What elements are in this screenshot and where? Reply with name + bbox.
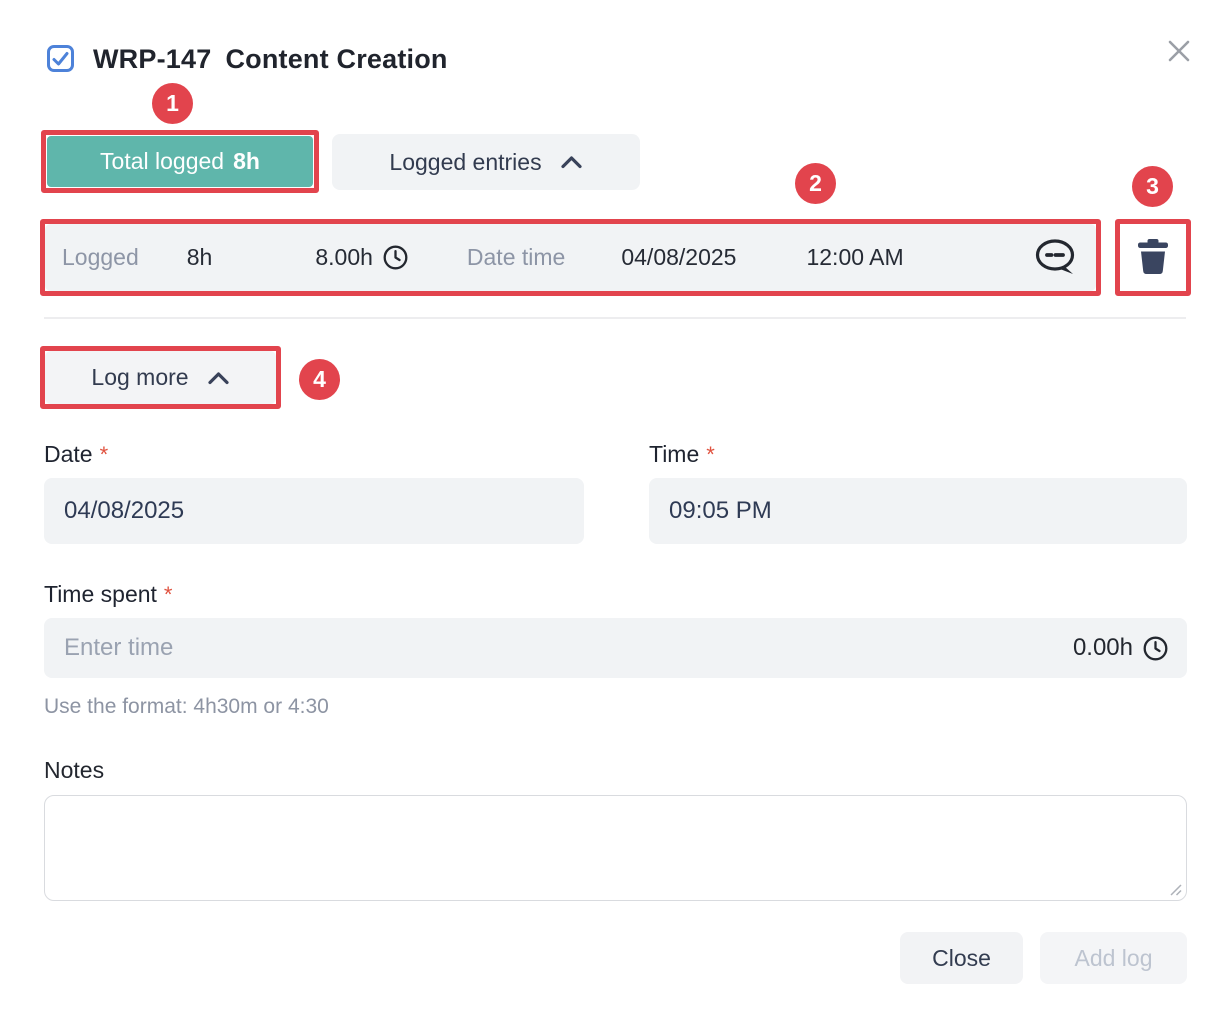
annotation-badge-4: 4 xyxy=(299,359,340,400)
logged-duration-short: 8h xyxy=(186,244,213,270)
logged-label: Logged xyxy=(62,244,139,270)
task-id: WRP-147 xyxy=(93,43,212,74)
delete-entry-button[interactable] xyxy=(1125,229,1181,285)
notes-field-wrap xyxy=(44,795,1187,901)
time-spent-computed-value: 0.00h xyxy=(1072,634,1133,661)
time-format-hint: Use the format: 4h30m or 4:30 xyxy=(44,695,329,718)
close-icon xyxy=(1168,40,1190,62)
clock-icon xyxy=(1143,636,1168,660)
annotation-badge-2: 2 xyxy=(795,163,836,204)
logged-entry-row: Logged 8h 8.00h Date time 04/08/2025 12:… xyxy=(45,224,1096,291)
total-logged-chip[interactable]: Total logged 8h xyxy=(47,136,313,187)
trash-icon xyxy=(1138,239,1168,274)
log-more-toggle[interactable]: Log more xyxy=(45,351,276,404)
time-label-text: Time xyxy=(649,441,700,467)
comment-icon xyxy=(1035,238,1075,274)
time-required-asterisk: * xyxy=(706,442,715,467)
date-input[interactable] xyxy=(44,478,584,544)
checkbox-checked-icon xyxy=(47,45,74,72)
modal-close-button[interactable] xyxy=(1156,28,1202,74)
logged-entry-date: 04/08/2025 xyxy=(621,244,737,270)
entry-comment-button[interactable] xyxy=(1032,236,1082,280)
date-time-label: Date time xyxy=(466,244,566,270)
chevron-up-icon xyxy=(560,156,582,169)
log-more-label: Log more xyxy=(91,364,189,390)
time-spent-field-label: Time spent * xyxy=(44,581,172,608)
time-spent-required-asterisk: * xyxy=(163,582,173,607)
time-spent-input[interactable] xyxy=(44,618,1073,678)
section-divider xyxy=(44,317,1186,319)
total-logged-label: Total logged xyxy=(100,148,225,174)
notes-field-label: Notes xyxy=(44,757,104,784)
annotation-badge-1: 1 xyxy=(152,83,193,124)
time-input[interactable] xyxy=(649,478,1187,544)
logged-entry-time: 12:00 AM xyxy=(806,244,904,270)
logged-duration-decimal: 8.00h xyxy=(315,244,409,271)
add-log-button[interactable]: Add log xyxy=(1040,932,1187,984)
time-field-label: Time * xyxy=(649,441,715,468)
logged-entries-toggle[interactable]: Logged entries xyxy=(332,134,640,190)
close-button[interactable]: Close xyxy=(900,932,1023,984)
date-label-text: Date xyxy=(44,441,93,467)
notes-textarea[interactable] xyxy=(44,795,1187,901)
annotation-badge-3: 3 xyxy=(1132,166,1173,207)
logged-duration-decimal-value: 8.00h xyxy=(315,244,373,270)
time-spent-computed: 0.00h xyxy=(1073,634,1169,662)
clock-icon xyxy=(383,245,408,270)
date-field-label: Date * xyxy=(44,441,108,468)
time-spent-label-text: Time spent xyxy=(44,581,157,607)
time-spent-input-group: 0.00h xyxy=(44,618,1187,678)
logged-entries-label: Logged entries xyxy=(389,148,542,175)
total-logged-value: 8h xyxy=(233,148,260,174)
task-checkbox[interactable] xyxy=(47,45,74,72)
notes-label-text: Notes xyxy=(44,757,105,783)
date-required-asterisk: * xyxy=(99,442,109,467)
page-title: WRP-147 Content Creation xyxy=(93,42,448,76)
task-name: Content Creation xyxy=(225,43,448,74)
chevron-up-icon xyxy=(207,371,229,384)
